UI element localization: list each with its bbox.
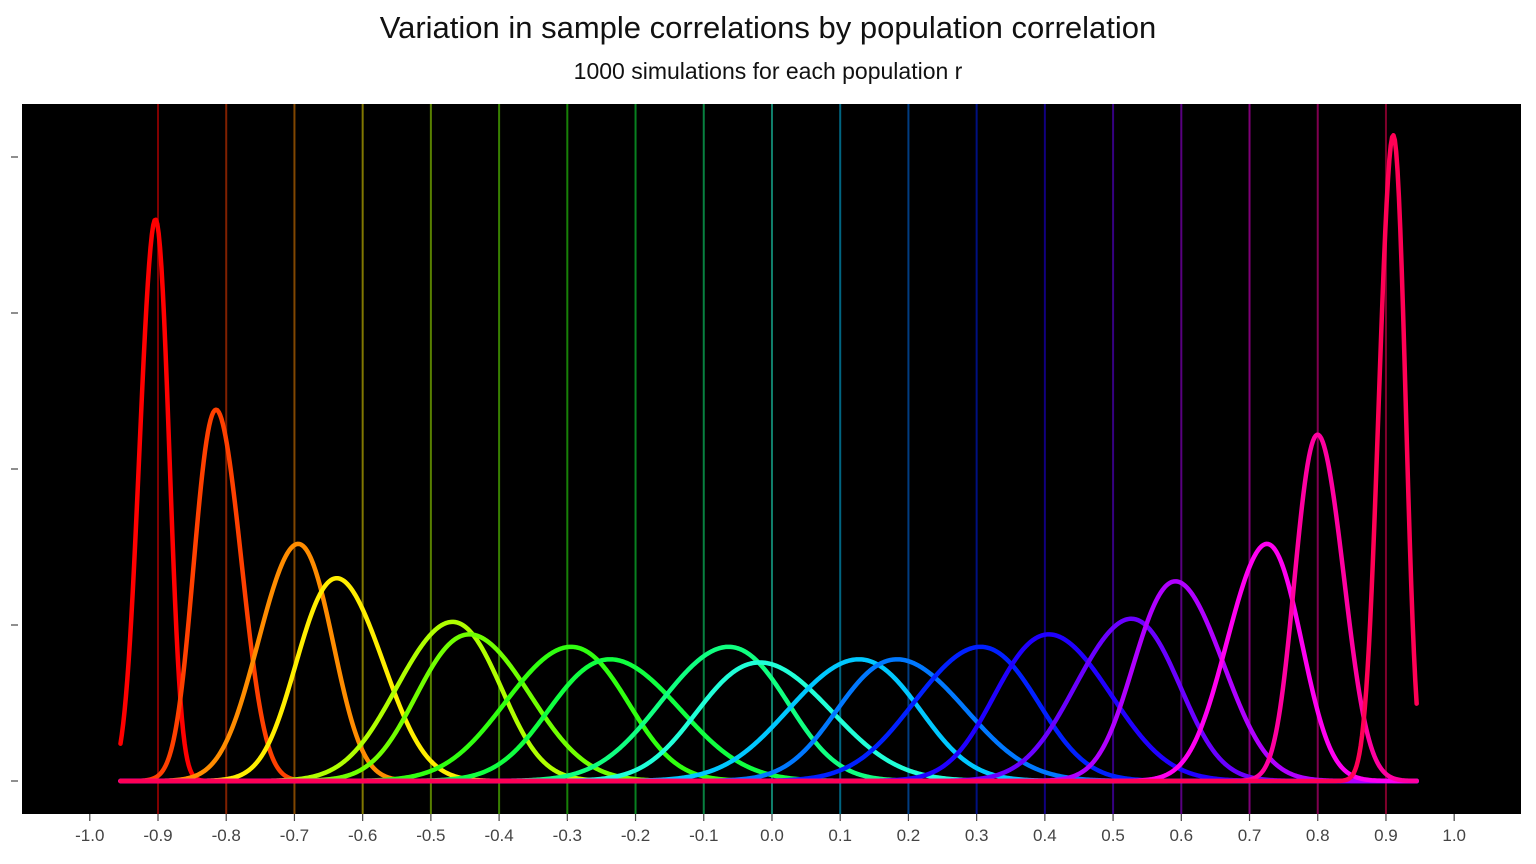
- x-tick-label: -0.5: [416, 826, 445, 845]
- density-curves: [118, 133, 1419, 784]
- x-tick-label: -1.0: [75, 826, 104, 845]
- y-axis-ticks: [11, 156, 18, 782]
- x-tick-label: 0.0: [760, 826, 784, 845]
- x-tick-label: -0.4: [484, 826, 513, 845]
- x-tick-label: -0.3: [553, 826, 582, 845]
- density-curve: [118, 133, 1419, 784]
- x-tick-label: 0.1: [828, 826, 852, 845]
- x-tick-label: 0.4: [1033, 826, 1057, 845]
- x-tick-label: 1.0: [1442, 826, 1466, 845]
- x-tick-label: -0.2: [621, 826, 650, 845]
- x-tick-label: 0.2: [897, 826, 921, 845]
- x-tick-label: -0.9: [143, 826, 172, 845]
- x-tick-label: 0.6: [1169, 826, 1193, 845]
- x-axis: -1.0 -0.9 -0.8 -0.7 -0.6 -0.5 -0.4 -0.3 -0.2 -0.1…: [75, 814, 1466, 845]
- x-tick-label: -0.7: [280, 826, 309, 845]
- x-tick-label: -0.1: [689, 826, 718, 845]
- x-tick-label: 0.5: [1101, 826, 1125, 845]
- x-tick-label: 0.8: [1306, 826, 1330, 845]
- x-tick-label: 0.9: [1374, 826, 1398, 845]
- chart-subtitle: 1000 simulations for each population r: [573, 58, 963, 84]
- x-tick-label: 0.3: [965, 826, 989, 845]
- x-tick-label: -0.6: [348, 826, 377, 845]
- x-tick-label: 0.7: [1238, 826, 1262, 845]
- x-tick-label: -0.8: [212, 826, 241, 845]
- chart-title: Variation in sample correlations by popu…: [379, 10, 1157, 45]
